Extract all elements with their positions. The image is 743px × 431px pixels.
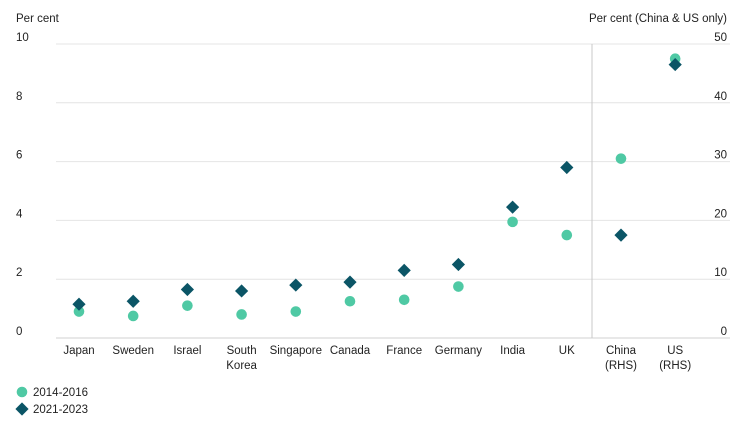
left-tick-label: 0 — [16, 326, 22, 338]
point-2014-2016 — [182, 300, 193, 311]
point-2014-2016 — [73, 306, 85, 317]
left-axis-label: Per cent — [16, 13, 60, 25]
category-label: France — [386, 345, 422, 357]
point-2021-2023 — [451, 257, 465, 272]
point-2014-2016 — [236, 309, 247, 320]
left-tick-label: 8 — [16, 91, 22, 103]
point-2021-2023 — [126, 294, 140, 308]
category-label: India — [500, 345, 526, 357]
left-tick-label: 4 — [16, 208, 23, 220]
right-axis-label: Per cent (China & US only) — [589, 13, 727, 25]
axis-ticks: 0 2 4 6 8 10 0 10 20 30 40 50 — [16, 32, 727, 338]
point-2021-2023 — [72, 297, 86, 311]
point-2014-2016 — [127, 310, 139, 322]
category-label: Canada — [330, 345, 371, 357]
data-points — [72, 53, 682, 322]
point-2014-2016 — [615, 153, 627, 164]
x-category-labels: Japan Sweden Israel South Korea Singapore Cana… — [63, 345, 691, 372]
category-label: US (RHS) — [659, 345, 691, 372]
point-2014-2016 — [561, 229, 573, 241]
point-2021-2023 — [180, 282, 194, 297]
point-2014-2016 — [290, 306, 302, 317]
left-tick-label: 6 — [16, 150, 22, 162]
point-2021-2023 — [235, 284, 249, 298]
point-2021-2023 — [614, 228, 628, 242]
point-2021-2023 — [397, 263, 411, 277]
point-2014-2016 — [398, 294, 410, 306]
legend-label: 2021-2023 — [33, 404, 88, 416]
category-label: South Korea — [226, 345, 257, 372]
point-2021-2023 — [560, 160, 574, 175]
right-tick-label: 10 — [714, 267, 727, 279]
right-tick-label: 50 — [714, 32, 727, 44]
category-label: Israel — [173, 345, 201, 357]
legend-label: 2014-2016 — [33, 387, 88, 399]
point-2021-2023 — [506, 200, 520, 214]
category-label: China (RHS) — [605, 345, 637, 372]
right-tick-label: 40 — [714, 91, 727, 103]
legend-circle-marker — [16, 386, 28, 398]
category-label: Singapore — [270, 345, 322, 357]
right-tick-label: 20 — [714, 208, 727, 220]
point-2014-2016 — [507, 216, 518, 228]
legend-diamond-marker — [15, 402, 29, 416]
point-2021-2023 — [343, 275, 357, 289]
category-label: Japan — [63, 345, 94, 357]
category-label: Sweden — [112, 345, 154, 357]
category-label: UK — [559, 345, 575, 357]
right-tick-label: 30 — [714, 150, 727, 162]
point-2021-2023 — [289, 278, 303, 292]
left-tick-label: 2 — [16, 267, 22, 279]
left-tick-label: 10 — [16, 32, 29, 44]
right-tick-label: 0 — [721, 326, 727, 338]
point-2014-2016 — [453, 281, 464, 292]
point-2021-2023 — [668, 57, 682, 72]
gridlines — [56, 43, 730, 339]
legend: 2014-2016 2021-2023 — [15, 386, 88, 416]
category-label: Germany — [435, 345, 483, 357]
point-2014-2016 — [344, 295, 356, 307]
